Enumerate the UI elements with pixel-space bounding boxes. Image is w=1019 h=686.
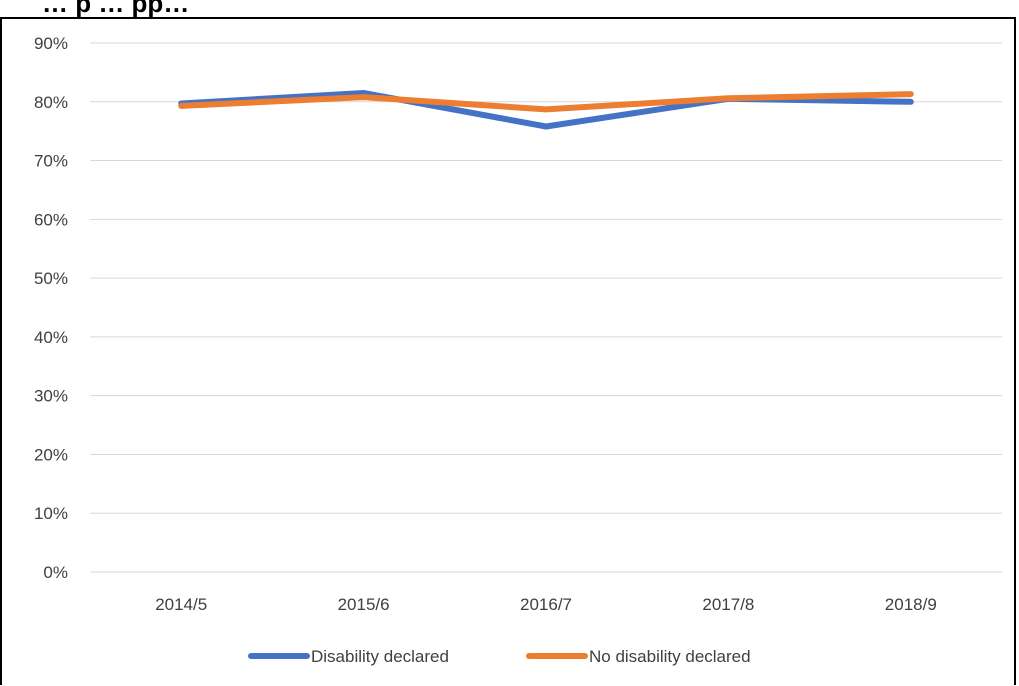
x-tick-label: 2015/6 (338, 595, 390, 614)
chart-title-text: … p … pp… (42, 0, 190, 18)
series-line-no-disability-declared (178, 91, 914, 113)
legend-label: No disability declared (589, 647, 751, 666)
chart-frame (0, 17, 1016, 685)
x-tick-label: 2018/9 (885, 595, 937, 614)
y-tick-label: 10% (34, 504, 68, 523)
y-tick-label: 40% (34, 328, 68, 347)
legend-label: Disability declared (311, 647, 449, 666)
x-tick-label: 2016/7 (520, 595, 572, 614)
x-tick-label: 2014/5 (155, 595, 207, 614)
y-tick-label: 60% (34, 210, 68, 229)
x-tick-label: 2017/8 (702, 595, 754, 614)
y-tick-label: 80% (34, 93, 68, 112)
y-tick-label: 70% (34, 152, 68, 171)
y-tick-label: 0% (43, 563, 68, 582)
y-tick-label: 90% (34, 34, 68, 53)
y-tick-label: 20% (34, 445, 68, 464)
y-tick-label: 30% (34, 387, 68, 406)
y-tick-label: 50% (34, 269, 68, 288)
chart-title-fragment: … p … pp… (0, 0, 1019, 18)
